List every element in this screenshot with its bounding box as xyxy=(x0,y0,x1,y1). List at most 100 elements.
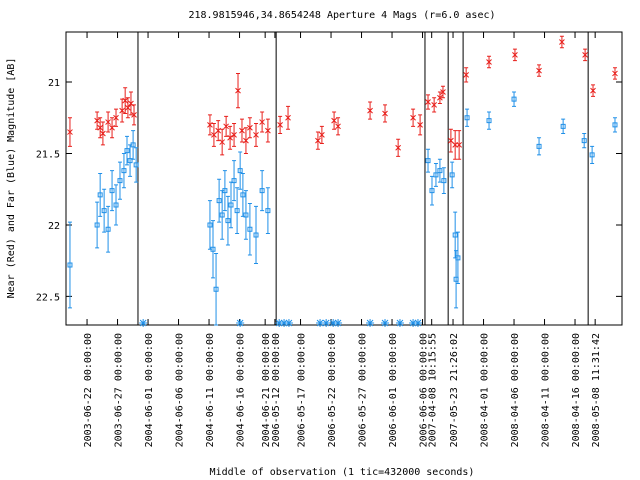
x-tick-label: 2008-04-16 00:00:00 xyxy=(571,333,582,447)
data-point xyxy=(94,111,100,130)
data-point xyxy=(105,205,111,253)
data-point xyxy=(265,187,271,235)
data-point xyxy=(240,172,246,217)
x-tick-label: 2004-06-01 00:00:00 xyxy=(144,333,155,447)
data-point xyxy=(121,152,127,189)
data-point xyxy=(216,178,222,223)
data-point xyxy=(486,55,492,69)
flag-marker xyxy=(334,319,343,327)
data-point xyxy=(131,104,137,126)
data-point xyxy=(589,145,595,164)
data-point xyxy=(395,138,401,157)
data-point xyxy=(441,167,447,195)
data-point xyxy=(222,170,228,212)
data-point xyxy=(128,91,134,116)
data-point xyxy=(100,121,106,146)
data-point xyxy=(590,84,596,97)
data-point xyxy=(67,117,73,147)
data-point xyxy=(94,201,100,249)
data-point xyxy=(247,203,253,256)
data-point xyxy=(113,108,119,127)
data-point xyxy=(425,148,431,173)
x-tick-label: 2004-06-21 00:00:00 xyxy=(261,333,272,447)
x-tick-label: 2006-06-06 00:00:00 xyxy=(419,333,430,447)
data-point xyxy=(277,115,283,134)
data-point xyxy=(235,72,241,109)
data-point xyxy=(219,128,226,156)
data-point xyxy=(319,125,325,144)
data-point xyxy=(431,97,437,113)
data-point xyxy=(109,117,115,139)
x-tick-label: 2004-06-06 00:00:00 xyxy=(175,333,186,447)
data-point xyxy=(425,94,431,110)
flag-marker xyxy=(413,319,422,327)
x-tick-label: 2006-05-22 00:00:00 xyxy=(327,333,338,447)
data-point xyxy=(382,104,388,123)
x-tick-label: 2006-05-12 00:00:00 xyxy=(271,333,282,447)
data-point xyxy=(239,118,245,143)
data-point xyxy=(228,181,234,229)
data-point xyxy=(105,111,111,133)
data-point xyxy=(463,67,470,83)
data-point xyxy=(560,118,566,134)
data-point xyxy=(207,114,213,136)
chart-title: 218.9815946,34.8654248 Aperture 4 Mags (… xyxy=(188,10,495,21)
data-point xyxy=(133,147,139,183)
data-point xyxy=(331,111,337,130)
data-point xyxy=(231,122,237,147)
data-point xyxy=(437,91,443,104)
data-point xyxy=(511,91,517,107)
data-point xyxy=(536,64,542,77)
flag-marker xyxy=(366,319,375,327)
data-point xyxy=(253,122,259,147)
data-point xyxy=(464,108,470,127)
data-point xyxy=(452,130,459,160)
y-tick-label: 22.5 xyxy=(36,292,60,303)
x-tick-label: 2008-05-08 11:31:42 xyxy=(591,333,602,447)
data-point xyxy=(117,161,123,200)
data-point xyxy=(486,111,492,130)
data-point xyxy=(335,117,341,136)
data-point xyxy=(410,108,416,127)
data-point xyxy=(367,101,373,120)
flag-marker xyxy=(322,319,331,327)
data-point xyxy=(234,187,240,235)
flag-marker xyxy=(409,319,418,327)
flag-marker xyxy=(280,319,289,327)
data-point xyxy=(124,135,130,166)
data-point xyxy=(612,67,618,80)
data-point xyxy=(449,161,455,189)
data-point xyxy=(581,132,587,149)
data-point xyxy=(259,111,265,133)
y-tick-label: 22 xyxy=(48,221,60,232)
x-tick-label: 2003-06-27 00:00:00 xyxy=(114,333,125,447)
x-tick-label: 2004-06-16 00:00:00 xyxy=(236,333,247,447)
data-point xyxy=(452,211,458,259)
y-tick-label: 21.5 xyxy=(36,149,60,160)
data-point xyxy=(512,48,518,62)
data-point xyxy=(130,130,136,160)
data-point xyxy=(127,144,133,177)
data-point xyxy=(433,162,439,187)
flag-marker xyxy=(275,319,284,327)
data-point xyxy=(227,125,233,150)
data-point xyxy=(455,231,461,285)
plot-frame xyxy=(65,31,623,326)
data-point xyxy=(211,122,217,147)
data-point xyxy=(101,188,107,233)
data-point xyxy=(225,195,231,246)
data-point xyxy=(67,221,73,309)
x-tick-label: 2007-05-23 21:26:02 xyxy=(449,333,460,447)
flag-marker xyxy=(316,319,325,327)
data-point xyxy=(109,170,115,212)
flag-marker xyxy=(284,319,293,327)
y-tick-label: 21 xyxy=(48,78,60,89)
data-point xyxy=(213,253,219,326)
data-point xyxy=(223,115,229,137)
data-point xyxy=(243,127,249,154)
data-point xyxy=(265,118,271,143)
x-tick-label: 2008-04-11 00:00:00 xyxy=(541,333,552,447)
x-axis-label: Middle of observation (1 tic=432000 seco… xyxy=(210,467,475,478)
data-point xyxy=(612,117,618,133)
